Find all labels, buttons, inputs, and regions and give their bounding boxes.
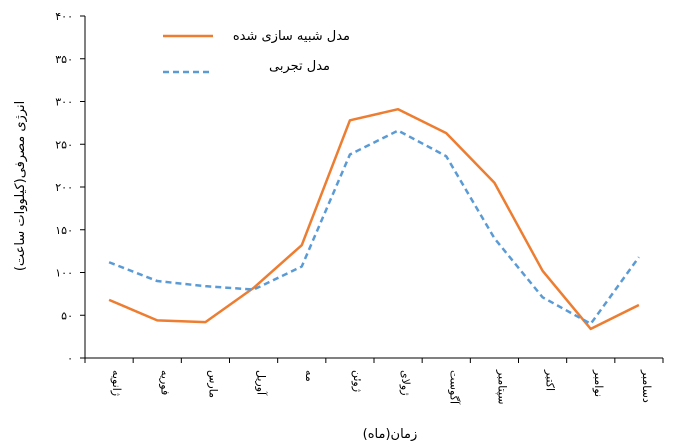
y-axis-title: انرژی مصرفی(کیلووات ساعت): [13, 101, 28, 271]
legend: مدل شبیه سازی شده مدل تجربی: [163, 29, 350, 74]
x-tick-label: مارس: [206, 370, 219, 398]
series-line-experimental: [108, 129, 640, 326]
legend-label-experimental: مدل تجربی: [269, 59, 330, 74]
x-axis-title: زمان(ماه): [363, 427, 418, 442]
x-tick-label: نوامبر: [592, 369, 605, 397]
y-tick-label: ۱۵۰: [55, 224, 73, 237]
x-axis-ticks: ژانویه فوریه مارس آوریل مه ژوئن ژولای آگوست سپتا…: [84, 358, 664, 405]
x-tick-label: ژانویه: [110, 370, 123, 396]
x-tick-label: آگوست: [447, 370, 461, 405]
x-tick-label: مه: [303, 370, 316, 382]
y-tick-label: ۰: [67, 352, 73, 365]
y-tick-label: ۴۰۰: [55, 10, 73, 23]
x-tick-label: دسامبر: [640, 369, 653, 403]
series-line-simulated: [108, 107, 640, 331]
x-tick-label: آوریل: [255, 370, 269, 396]
series-lines: [108, 107, 640, 331]
y-tick-label: ۲۵۰: [55, 138, 73, 151]
y-tick-label: ۱۰۰: [55, 267, 73, 280]
x-tick-label: ژولای: [399, 370, 412, 396]
x-tick-label: فوریه: [158, 370, 171, 395]
y-tick-label: ۳۵۰: [55, 53, 73, 66]
x-tick-label: اکتبر: [544, 369, 557, 391]
legend-label-simulated: مدل شبیه سازی شده: [233, 29, 350, 44]
x-tick-label: سپتامبر: [495, 369, 508, 404]
y-tick-label: ۲۰۰: [55, 181, 73, 194]
y-tick-label: ۳۰۰: [55, 96, 73, 109]
x-tick-label: ژوئن: [351, 370, 364, 392]
y-tick-label: ۵۰: [61, 309, 73, 322]
y-axis-ticks: ۰ ۵۰ ۱۰۰ ۱۵۰ ۲۰۰ ۲۵۰ ۳۰۰ ۳۵۰ ۴۰۰: [55, 10, 85, 365]
